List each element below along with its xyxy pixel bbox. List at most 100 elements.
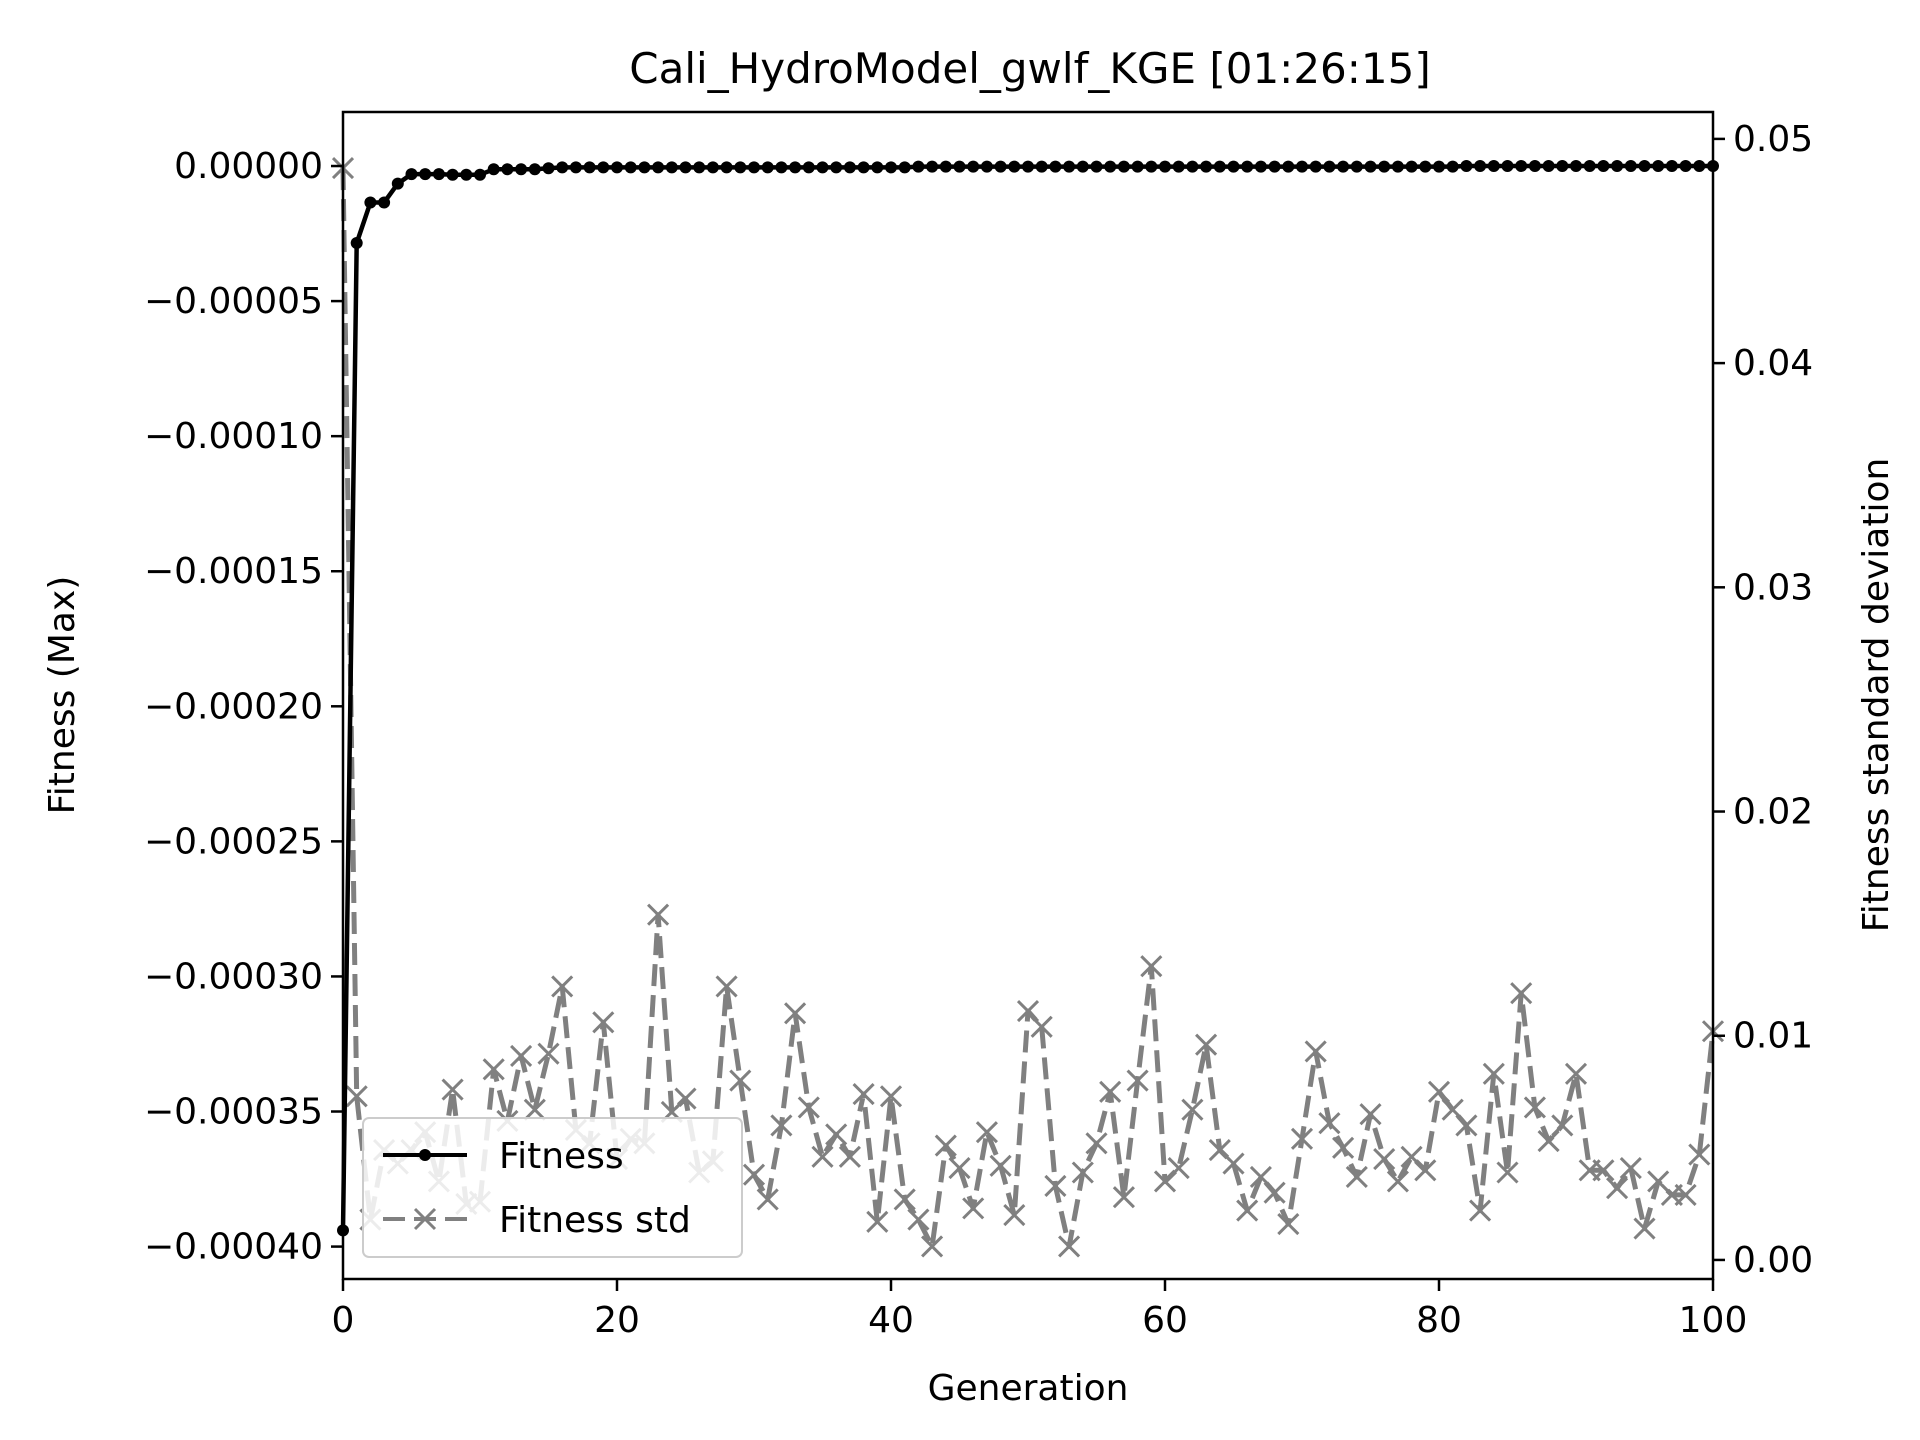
- fitness-point: [1364, 160, 1377, 173]
- fitness-point: [1104, 160, 1117, 173]
- fitness-std-point: [523, 1098, 546, 1121]
- fitness-std-point: [838, 1145, 861, 1168]
- fitness-std-point: [1318, 1112, 1341, 1135]
- fitness-point: [926, 160, 939, 173]
- fitness-point: [474, 168, 486, 181]
- y-right-tick-label: 0.04: [1733, 343, 1813, 384]
- fitness-std-point: [1140, 955, 1163, 978]
- fitness-point: [611, 161, 623, 174]
- fitness-point: [1035, 160, 1048, 173]
- y-tick-label: −0.00025: [144, 821, 323, 862]
- fitness-point: [1227, 160, 1240, 173]
- fitness-point: [1597, 160, 1610, 172]
- y-tick-label: −0.00040: [144, 1227, 323, 1268]
- y-tick-label: −0.00005: [144, 281, 323, 322]
- fitness-point: [597, 161, 610, 174]
- fitness-point: [1528, 160, 1541, 172]
- legend-std-label: Fitness std: [499, 1200, 691, 1241]
- fitness-point: [748, 161, 760, 174]
- fitness-point: [1117, 160, 1130, 173]
- fitness-std-point: [729, 1069, 752, 1092]
- fitness-std-point: [1277, 1213, 1300, 1236]
- fitness-point: [1145, 160, 1158, 173]
- y-tick-label: −0.00020: [144, 686, 323, 727]
- fitness-point: [1583, 160, 1596, 172]
- fitness-point: [556, 161, 569, 174]
- fitness-point: [378, 196, 391, 209]
- fitness-point: [1268, 160, 1281, 173]
- fitness-std-point: [1304, 1040, 1327, 1063]
- fitness-point: [1186, 160, 1199, 173]
- fitness-std-point: [1290, 1127, 1314, 1150]
- fitness-std-point: [1345, 1165, 1368, 1189]
- fitness-std-point: [1195, 1033, 1218, 1056]
- fitness-point: [1378, 160, 1391, 173]
- fitness-std-point: [1633, 1217, 1656, 1240]
- fitness-point: [1446, 160, 1459, 173]
- fitness-point: [405, 168, 418, 181]
- fitness-std-point: [1510, 982, 1533, 1005]
- fitness-std-point: [797, 1096, 820, 1119]
- legend-std-marker: [413, 1207, 437, 1231]
- legend-fitness-label: Fitness: [499, 1136, 624, 1177]
- y-tick-label: −0.00030: [144, 956, 323, 997]
- fitness-std-point: [1112, 1186, 1135, 1209]
- x-axis-label: Generation: [928, 1368, 1129, 1409]
- fitness-point: [953, 160, 966, 173]
- fitness-point: [1638, 160, 1651, 172]
- fitness-std-point: [989, 1154, 1012, 1177]
- fitness-point: [624, 161, 637, 174]
- fitness-point: [912, 160, 925, 173]
- fitness-std-point: [592, 1011, 615, 1034]
- fitness-std-point: [811, 1145, 834, 1168]
- fitness-point: [1076, 160, 1089, 173]
- fitness-point: [1460, 160, 1473, 172]
- fitness-std-point: [537, 1042, 560, 1065]
- fitness-point: [460, 168, 473, 181]
- fitness-std-point: [551, 975, 574, 998]
- fitness-point: [583, 161, 596, 174]
- fitness-point: [693, 161, 706, 174]
- y-axis-right: 0.00 0.01 0.02 0.03 0.04 0.05: [1713, 119, 1813, 1281]
- fitness-std-point: [1469, 1199, 1492, 1222]
- fitness-point: [1159, 160, 1171, 173]
- fitness-std-point: [345, 1085, 368, 1108]
- fitness-std-point: [948, 1156, 971, 1180]
- x-tick-label: 80: [1416, 1300, 1462, 1341]
- fitness-std-point: [1414, 1159, 1437, 1182]
- fitness-point: [1419, 160, 1432, 173]
- fitness-std-point: [1222, 1152, 1245, 1175]
- fitness-std-point: [975, 1121, 998, 1144]
- fitness-point: [1515, 160, 1528, 172]
- fitness-point: [1487, 160, 1500, 172]
- fitness-point: [1049, 160, 1062, 173]
- fitness-point: [1405, 160, 1418, 173]
- fitness-point: [638, 161, 651, 174]
- fitness-point: [542, 162, 555, 175]
- fitness-std-point: [1085, 1132, 1108, 1155]
- fitness-point: [1172, 160, 1185, 173]
- fitness-point: [1474, 160, 1487, 172]
- fitness-point: [980, 160, 993, 173]
- fitness-point: [1570, 160, 1582, 172]
- y-axis-left: 0.00000 −0.00005 −0.00010 −0.00015 −0.00020 −…: [144, 146, 343, 1268]
- fitness-point: [898, 161, 911, 174]
- y-tick-label: −0.00010: [144, 416, 323, 457]
- fitness-std-point: [784, 1002, 807, 1025]
- fitness-point: [1131, 160, 1144, 173]
- fitness-std-point: [1523, 1096, 1546, 1119]
- fitness-point: [569, 161, 582, 174]
- fitness-std-point: [852, 1082, 875, 1106]
- fitness-point: [775, 161, 788, 174]
- fitness-point: [1624, 160, 1637, 172]
- fitness-std-point: [1688, 1143, 1711, 1166]
- fitness-std-point: [1386, 1170, 1409, 1193]
- fitness-point: [432, 168, 445, 181]
- fitness-point: [1652, 160, 1665, 172]
- fitness-point: [994, 160, 1007, 173]
- fitness-point: [1391, 160, 1404, 173]
- fitness-point: [1022, 160, 1034, 173]
- y-right-tick-label: 0.05: [1733, 119, 1813, 160]
- fitness-std-point: [510, 1044, 533, 1067]
- fitness-std-point: [907, 1208, 930, 1231]
